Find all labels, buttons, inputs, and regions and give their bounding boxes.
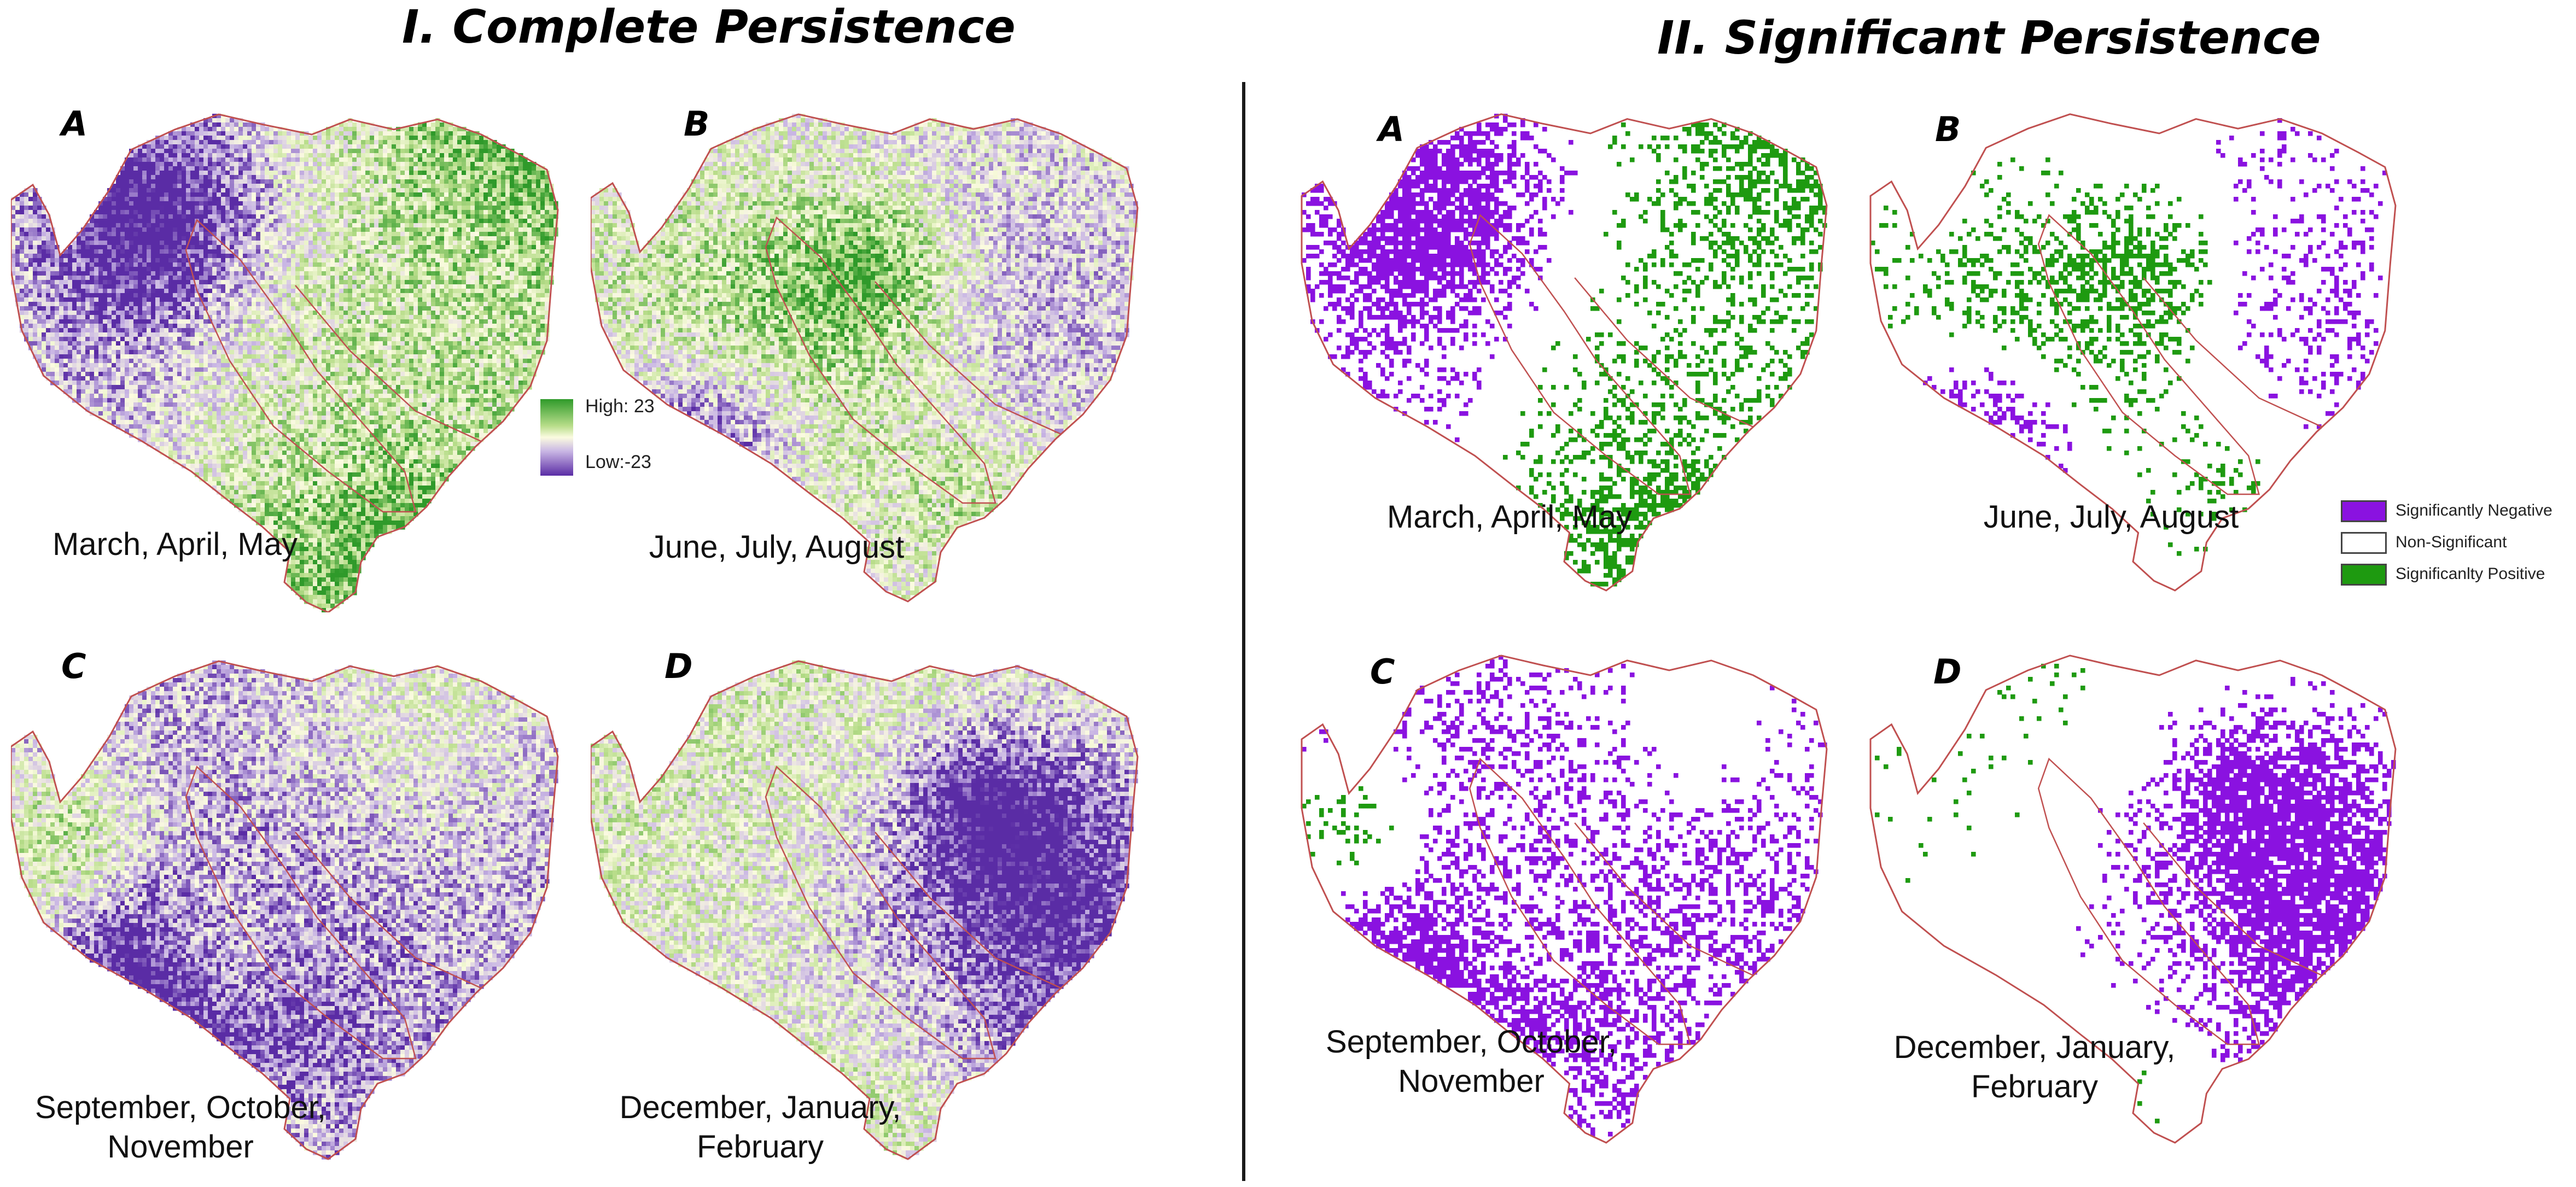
panel-letter: A	[61, 104, 88, 144]
legend-low-label: Low:-23	[585, 452, 651, 473]
map-significant-d	[1869, 654, 2397, 1144]
panel-caption: March, April, May	[1362, 498, 1657, 537]
section-divider	[1242, 82, 1245, 1181]
raster-cells	[11, 660, 558, 1160]
sub-basin-boundary	[2037, 214, 2260, 495]
sub-basin-boundary	[765, 216, 996, 504]
caption-line: September, October,	[1302, 1022, 1641, 1062]
sub-basin-line	[1574, 277, 1754, 428]
sub-basin-line	[295, 832, 482, 989]
panel-caption: December, January, February	[591, 1088, 930, 1167]
panel-letter: B	[684, 104, 709, 144]
panel-letter: A	[1378, 109, 1404, 149]
sub-basin-boundary	[185, 765, 417, 1060]
map-significant-a	[1301, 113, 1828, 592]
panel-caption: September, October, November	[11, 1088, 350, 1167]
title-complete-persistence: I. Complete Persistence	[402, 0, 1016, 54]
panel-caption: June, July, August	[618, 528, 935, 567]
panel-letter: C	[61, 646, 86, 686]
panel-significant-c: C September, October, November	[1291, 618, 1849, 1165]
legend-swatch	[2341, 564, 2387, 586]
legend-label: Non-Significant	[2396, 533, 2507, 552]
raster-cells	[1302, 655, 1827, 1137]
caption-line: February	[591, 1127, 930, 1167]
panel-caption: June, July, August	[1953, 498, 2270, 537]
sub-basin-line	[875, 281, 1062, 435]
panel-complete-b: B June, July, August	[591, 93, 1149, 612]
panel-caption: December, January, February	[1865, 1028, 2204, 1107]
panel-significant-d: D December, January, February	[1860, 618, 2417, 1165]
basin-boundary	[11, 660, 559, 1160]
sub-basin-line	[2143, 277, 2323, 428]
basin-boundary	[1869, 113, 2397, 592]
raster-cells	[11, 114, 558, 612]
caption-line: February	[1865, 1067, 2204, 1107]
caption-line: November	[1302, 1062, 1641, 1101]
legend-gradient-bar	[540, 399, 573, 476]
map-complete-b	[591, 113, 1139, 603]
sub-basin-line	[1574, 822, 1754, 977]
raster-cells	[1302, 114, 1827, 587]
caption-line: June, July, August	[1953, 498, 2270, 537]
basin-boundary	[1301, 113, 1828, 592]
caption-line: September, October,	[11, 1088, 350, 1127]
sub-basin-boundary	[765, 765, 996, 1060]
caption-line: March, April, May	[1362, 498, 1657, 537]
sub-basin-boundary	[1468, 757, 1692, 1045]
sub-basin-line	[2143, 822, 2323, 977]
raster-cells	[1870, 118, 2387, 556]
basin-boundary	[591, 660, 1139, 1160]
panel-complete-d: D December, January, February	[591, 640, 1149, 1176]
panel-complete-c: C September, October, November	[11, 640, 569, 1176]
caption-line: March, April, May	[33, 525, 317, 564]
panel-letter: D	[1933, 652, 1961, 692]
legend-high-label: High: 23	[585, 396, 655, 417]
panel-caption: March, April, May	[33, 525, 317, 564]
legend-label: Significantly Negative	[2396, 501, 2552, 520]
basin-boundary	[591, 113, 1139, 603]
panel-letter: D	[665, 646, 692, 686]
sub-basin-line	[295, 285, 482, 442]
map-complete-a	[11, 113, 559, 612]
sub-basin-boundary	[1468, 214, 1692, 495]
title-significant-persistence: II. Significant Persistence	[1657, 11, 2321, 65]
map-significant-b	[1869, 113, 2397, 592]
basin-boundary	[1301, 654, 1828, 1144]
caption-line: December, January,	[1865, 1028, 2204, 1067]
raster-cells	[591, 660, 1138, 1160]
raster-cells	[1875, 664, 2396, 1124]
map-complete-c	[11, 660, 559, 1160]
raster-cells	[591, 114, 1138, 600]
panel-letter: B	[1935, 109, 1961, 149]
sub-basin-line	[875, 832, 1062, 989]
panel-significant-a: A March, April, May	[1291, 104, 1849, 607]
legend-swatch	[2341, 532, 2387, 554]
map-significant-c	[1301, 654, 1828, 1144]
sub-basin-boundary	[185, 219, 417, 513]
caption-line: November	[11, 1127, 350, 1167]
basin-boundary	[11, 113, 559, 612]
sub-basin-boundary	[2037, 757, 2260, 1045]
panel-letter: C	[1370, 652, 1395, 692]
panel-caption: September, October, November	[1302, 1022, 1641, 1101]
legend-swatch	[2341, 500, 2387, 522]
map-complete-d	[591, 660, 1139, 1160]
legend-label: Significanlty Positive	[2396, 565, 2545, 583]
basin-boundary	[1869, 654, 2397, 1144]
caption-line: June, July, August	[618, 528, 935, 567]
caption-line: December, January,	[591, 1088, 930, 1127]
panel-complete-a: A March, April, May	[11, 93, 569, 612]
panel-significant-b: B June, July, August	[1860, 104, 2417, 607]
